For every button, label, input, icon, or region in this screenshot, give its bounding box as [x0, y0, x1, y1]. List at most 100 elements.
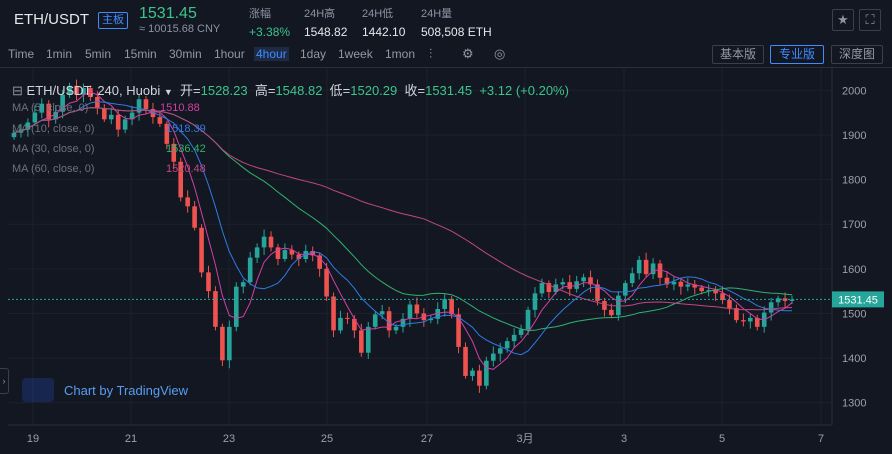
- tf-1min[interactable]: 1min: [46, 47, 73, 61]
- x-tick-label: 23: [223, 433, 235, 445]
- tf-1day[interactable]: 1day: [300, 47, 327, 61]
- candle-body: [345, 317, 350, 319]
- y-tick-label: 1400: [842, 353, 866, 365]
- candle-body: [636, 259, 642, 274]
- candle-body: [539, 283, 545, 294]
- tf-15min[interactable]: 15min: [124, 47, 157, 61]
- candle-body: [213, 291, 218, 327]
- x-tick-label: 3: [621, 433, 627, 445]
- tf-5min[interactable]: 5min: [85, 47, 112, 61]
- candle-body: [115, 114, 121, 130]
- candle-body: [748, 317, 753, 322]
- candle-body: [497, 348, 503, 354]
- legend-close-label: 收=: [404, 83, 426, 98]
- fullscreen-icon[interactable]: ⛶: [859, 9, 881, 31]
- view-pro-button[interactable]: 专业版: [770, 45, 824, 64]
- ma5-label[interactable]: MA (5, close, 0): [12, 102, 89, 114]
- candle-body: [74, 85, 79, 95]
- ma30-value: 1536.42: [166, 143, 206, 155]
- candle-body: [254, 247, 260, 258]
- candle-body: [699, 287, 704, 292]
- candle-body: [261, 236, 267, 248]
- candle-body: [504, 341, 510, 349]
- ma10-label[interactable]: MA (10, close, 0): [12, 123, 95, 135]
- legend-low: 1520.29: [350, 83, 398, 98]
- tf-4hour[interactable]: 4hour: [254, 47, 289, 61]
- tf-1mon[interactable]: 1mon: [385, 47, 416, 61]
- candle-body: [164, 123, 170, 144]
- tradingview-brand[interactable]: Chart by TradingView: [64, 383, 189, 398]
- candle-body: [407, 304, 413, 319]
- y-tick-label: 1900: [842, 130, 866, 142]
- candle-body: [39, 103, 45, 113]
- ma5-line: [13, 91, 793, 370]
- candle-body: [393, 326, 399, 331]
- candle-body: [754, 317, 760, 327]
- y-tick-label: 1700: [842, 219, 866, 231]
- candle-body: [442, 299, 447, 309]
- view-basic-button[interactable]: 基本版: [712, 45, 764, 64]
- candle-body: [365, 326, 371, 353]
- candle-body: [622, 283, 628, 296]
- ma60-line: [13, 107, 793, 311]
- ma60-label[interactable]: MA (60, close, 0): [12, 163, 95, 175]
- candle-body: [386, 311, 392, 331]
- settings-icon[interactable]: ⚙: [462, 46, 474, 61]
- legend-collapse-icon[interactable]: ⊟: [12, 83, 23, 98]
- candle-body: [352, 318, 357, 331]
- candle-body: [247, 257, 253, 283]
- candle-body: [560, 282, 566, 285]
- ohlc-legend: ⊟ ETH/USDT, 240, Huobi ▼ 开=1528.23 高=154…: [12, 83, 569, 98]
- candle-body: [463, 346, 468, 376]
- candle-body: [546, 283, 552, 293]
- compare-icon[interactable]: ⫶: [429, 46, 433, 61]
- legend-high: 1548.82: [275, 83, 323, 98]
- pair-title[interactable]: ETH/USDT: [14, 11, 89, 28]
- candle-body: [95, 97, 100, 109]
- candle-body: [129, 112, 135, 120]
- tf-1hour[interactable]: 1hour: [214, 47, 245, 61]
- stat-24h-high: 24H高 1548.82: [304, 8, 348, 39]
- chart-toolbar: Time 1min 5min 15min 30min 1hour 4hour 1…: [0, 42, 892, 68]
- ma30-label[interactable]: MA (30, close, 0): [12, 143, 95, 155]
- tradingview-cloud-icon[interactable]: [22, 378, 54, 402]
- candle-body: [46, 103, 52, 120]
- candle-body: [275, 247, 281, 259]
- candle-body: [122, 119, 128, 130]
- tf-30min[interactable]: 30min: [169, 47, 202, 61]
- candle-body: [616, 295, 621, 316]
- candle-body: [227, 326, 232, 361]
- star-icon[interactable]: ★: [832, 9, 854, 31]
- legend-change: +3.12 (+0.20%): [479, 83, 569, 98]
- candle-body: [296, 254, 302, 259]
- last-price-tag-label: 1531.45: [838, 294, 878, 306]
- chevron-right-icon[interactable]: ›: [0, 368, 9, 394]
- tf-1week[interactable]: 1week: [338, 47, 373, 61]
- legend-exchange: Huobi: [126, 83, 161, 98]
- candle-body: [108, 114, 114, 120]
- candle-body: [178, 161, 184, 198]
- candle-body: [588, 277, 593, 285]
- candle-body: [220, 326, 225, 361]
- stat-24h-low: 24H低 1442.10: [362, 8, 406, 39]
- ma10-value: 1518.39: [166, 123, 206, 135]
- candle-body: [414, 304, 420, 314]
- legend-symbol[interactable]: ETH/USDT: [26, 83, 91, 98]
- candle-body: [734, 308, 739, 321]
- tf-time[interactable]: Time: [8, 47, 35, 61]
- candle-body: [741, 320, 746, 322]
- candle-body: [470, 370, 475, 376]
- y-tick-label: 2000: [842, 85, 866, 97]
- candle-body: [775, 298, 781, 303]
- candle-body: [518, 329, 524, 335]
- screenshot-icon[interactable]: ◎: [494, 46, 506, 61]
- candle-body: [379, 311, 385, 315]
- legend-high-label: 高=: [254, 83, 276, 98]
- legend-open-label: 开=: [180, 83, 201, 98]
- legend-low-label: 低=: [329, 83, 351, 98]
- ma60-value: 1520.48: [166, 163, 206, 175]
- candle-body: [338, 317, 343, 331]
- view-depth-button[interactable]: 深度图: [831, 45, 883, 64]
- candle-body: [143, 99, 149, 110]
